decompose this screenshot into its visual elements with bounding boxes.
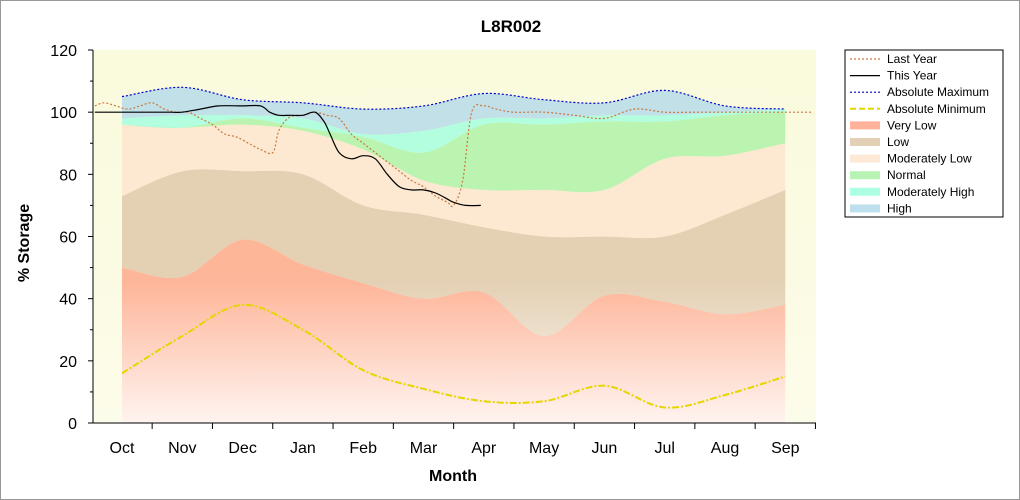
x-tick-label: Feb bbox=[349, 440, 377, 457]
band-moderately-high bbox=[122, 109, 786, 153]
legend-label-moderately-high: Moderately High bbox=[887, 185, 974, 199]
x-tick-label: Aug bbox=[711, 440, 739, 457]
legend-swatch-very-low bbox=[850, 121, 880, 130]
band-low bbox=[122, 169, 786, 337]
x-tick-label: Oct bbox=[110, 440, 135, 457]
series-absolute-minimum bbox=[121, 303, 786, 409]
band-moderately-low bbox=[122, 124, 786, 239]
legend-label-this-year: This Year bbox=[887, 69, 937, 83]
y-axis-label: % Storage bbox=[16, 204, 33, 282]
x-tick-label: Jun bbox=[592, 440, 618, 457]
legend-label-last-year: Last Year bbox=[887, 52, 937, 66]
y-tick-label: 80 bbox=[59, 167, 77, 184]
legend-label-low: Low bbox=[887, 135, 909, 149]
y-tick-label: 0 bbox=[68, 416, 77, 433]
series-this-year bbox=[94, 104, 481, 207]
legend-label-absolute-maximum: Absolute Maximum bbox=[887, 85, 989, 99]
y-tick-label: 60 bbox=[59, 230, 77, 247]
chart-title: L8R002 bbox=[481, 17, 541, 36]
x-tick-label: Mar bbox=[410, 440, 438, 457]
y-tick-label: 120 bbox=[50, 43, 77, 60]
x-tick-label: Dec bbox=[228, 440, 256, 457]
legend-label-normal: Normal bbox=[887, 168, 926, 182]
legend-swatch-low bbox=[850, 138, 880, 146]
legend-label-very-low: Very Low bbox=[887, 118, 937, 132]
band-high bbox=[122, 87, 786, 135]
legend-swatch-moderately-high bbox=[850, 187, 880, 196]
x-tick-label: Sep bbox=[771, 440, 800, 457]
x-tick-label: Jul bbox=[654, 440, 674, 457]
legend-label-high: High bbox=[887, 201, 912, 215]
band-normal bbox=[122, 112, 786, 193]
legend-label-moderately-low: Moderately Low bbox=[887, 152, 972, 166]
series-absolute-maximum bbox=[121, 86, 786, 110]
legend-swatch-moderately-low bbox=[850, 154, 880, 163]
y-tick-label: 40 bbox=[59, 292, 77, 309]
legend-swatch-normal bbox=[850, 171, 880, 180]
band-fade bbox=[122, 283, 786, 423]
legend-swatch-high bbox=[850, 204, 880, 213]
legend-label-absolute-minimum: Absolute Minimum bbox=[887, 102, 986, 116]
y-tick-label: 20 bbox=[59, 354, 77, 371]
y-tick-label: 100 bbox=[50, 105, 77, 122]
x-tick-label: Apr bbox=[471, 440, 497, 457]
x-tick-label: Jan bbox=[290, 440, 316, 457]
series-last-year bbox=[94, 102, 813, 208]
x-axis-label: Month bbox=[429, 468, 477, 485]
x-tick-label: May bbox=[529, 440, 559, 457]
x-tick-label: Nov bbox=[168, 440, 196, 457]
